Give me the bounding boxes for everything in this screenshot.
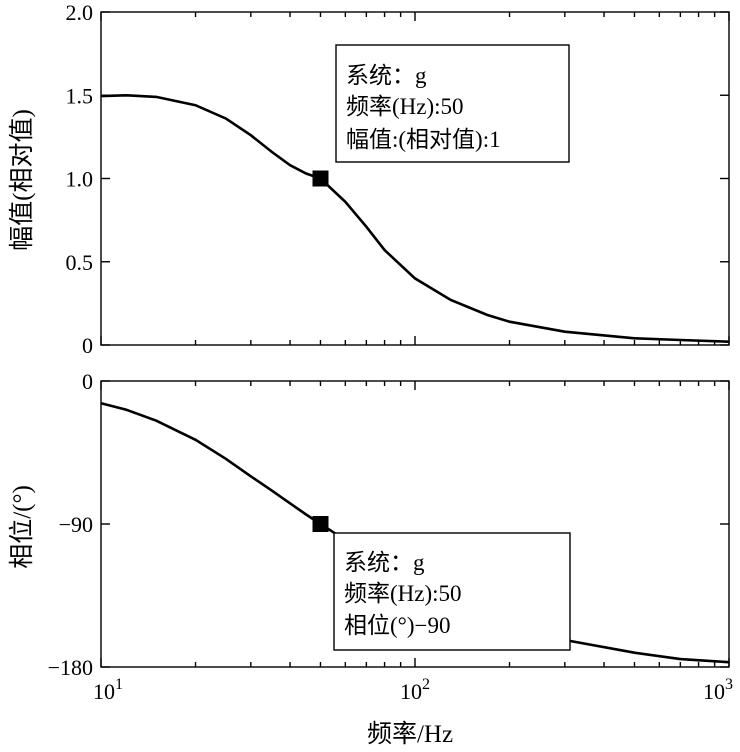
frequency-x-axis-label: 频率/Hz (367, 720, 453, 748)
x-tick-label: 101 (93, 676, 123, 704)
y-tick-label: −180 (48, 655, 93, 680)
y-tick-label: 0.5 (66, 250, 94, 275)
x-tick-label: 103 (703, 676, 733, 704)
phase-datatip: 系统：g 频率(Hz):50 相位(°)−90 (333, 532, 571, 651)
magnitude-datatip-line-2: 频率(Hz):50 (346, 94, 464, 119)
y-tick-label: 1.5 (66, 83, 94, 108)
y-tick-label: 2.0 (66, 0, 94, 25)
phase-datatip-line-2: 频率(Hz):50 (344, 581, 462, 606)
magnitude-panel: 00.51.01.52.0 系统：g 频率(Hz):50 幅值:(相对值):1 … (8, 0, 730, 358)
phase-y-ticks: 0 −90 −180 (48, 369, 730, 680)
phase-x-ticks: 101 102 103 (93, 676, 733, 704)
y-tick-label: 0 (82, 333, 93, 358)
phase-panel: 0 −90 −180 101 102 103 系统：g 频率(Hz):50 相位(°)−… (8, 369, 733, 748)
y-tick-label: −90 (59, 512, 93, 537)
phase-datatip-line-1: 系统：g (344, 550, 425, 575)
magnitude-datatip: 系统：g 频率(Hz):50 幅值:(相对值):1 (335, 44, 570, 163)
phase-datatip-marker[interactable] (312, 516, 329, 532)
x-tick-label: 102 (400, 676, 430, 704)
y-tick-label: 0 (82, 369, 93, 394)
phase-datatip-box (333, 532, 571, 651)
y-tick-label: 1.0 (66, 167, 94, 192)
magnitude-datatip-line-3: 幅值:(相对值):1 (346, 127, 501, 152)
magnitude-y-axis-label: 幅值(相对值) (8, 109, 36, 251)
magnitude-y-ticks: 0 0.5 1.0 1.5 2.0 (66, 0, 730, 358)
phase-datatip-line-3: 相位(°)−90 (344, 613, 451, 638)
magnitude-datatip-line-1: 系统：g (346, 63, 427, 88)
phase-y-axis-label: 相位/(°) (8, 485, 36, 569)
magnitude-datatip-marker[interactable] (312, 170, 329, 187)
magnitude-datatip-box (335, 44, 570, 163)
magnitude-curve (100, 93, 730, 343)
